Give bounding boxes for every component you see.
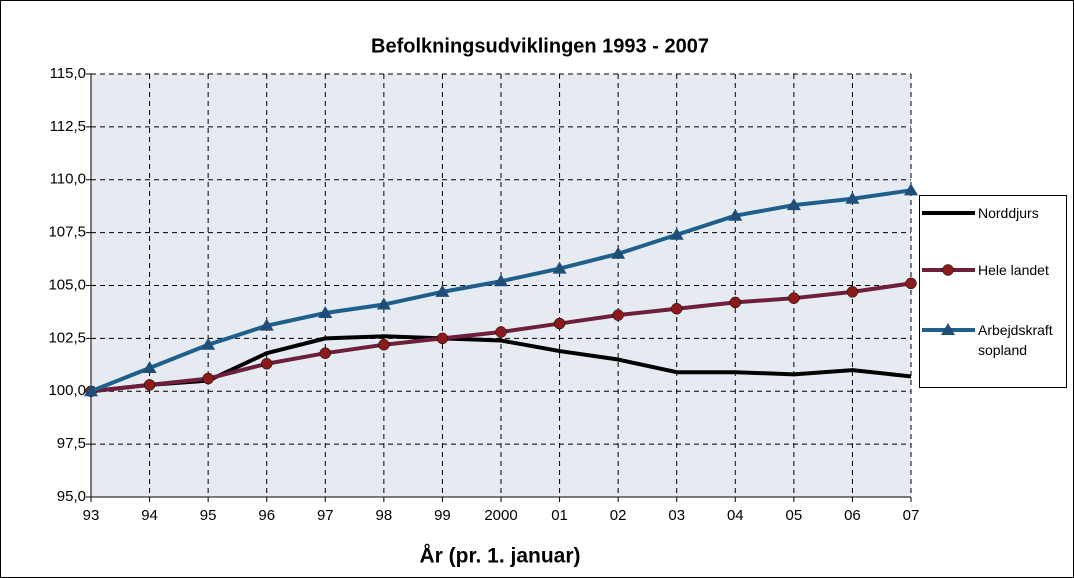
x-tick-label: 2000 <box>484 507 517 524</box>
legend-label: Hele landet <box>978 262 1049 278</box>
data-point <box>495 326 507 338</box>
data-point <box>84 384 98 397</box>
x-tick-label: 02 <box>610 507 627 524</box>
data-point <box>319 347 332 359</box>
y-tick-label: 97,5 <box>57 435 86 452</box>
data-point <box>436 332 449 345</box>
y-tick-label: 107,5 <box>48 224 86 241</box>
x-tick-label: 03 <box>668 507 685 524</box>
x-tick-label: 94 <box>141 507 158 524</box>
chart-title: Befolkningsudviklingen 1993 - 2007 <box>371 35 709 57</box>
data-point <box>318 305 333 318</box>
data-point <box>612 309 624 321</box>
data-point <box>494 274 508 287</box>
x-tick-label: 07 <box>903 507 920 524</box>
x-tick-label: 93 <box>83 507 100 524</box>
data-point <box>553 317 566 330</box>
legend-label: Norddjurs <box>978 205 1039 221</box>
y-tick-label: 110,0 <box>50 171 86 188</box>
data-point <box>142 360 157 373</box>
legend-label-box: Hele landet <box>978 262 1049 278</box>
y-tick-label: 112,5 <box>50 118 86 135</box>
data-point <box>376 297 391 310</box>
x-tick-label: 05 <box>786 507 803 524</box>
data-point <box>143 379 156 391</box>
data-point <box>788 292 800 304</box>
x-tick-label: 01 <box>551 507 568 524</box>
y-tick-label: 105,0 <box>48 276 86 293</box>
x-tick-label: 98 <box>376 507 393 524</box>
x-tick-label: 99 <box>434 507 451 524</box>
legend-box <box>919 195 1067 388</box>
data-point <box>786 198 801 211</box>
data-point <box>845 191 860 204</box>
legend-marker <box>941 323 955 335</box>
x-tick-label: 97 <box>317 507 334 524</box>
data-point <box>611 246 626 259</box>
data-point <box>260 358 273 370</box>
data-point <box>905 277 917 290</box>
y-tick-label: 95,0 <box>57 488 86 505</box>
y-tick-label: 115,0 <box>50 65 86 82</box>
y-tick-label: 102,5 <box>48 329 86 346</box>
x-tick-label: 04 <box>727 507 744 524</box>
data-point <box>728 208 743 221</box>
y-tick-label: 100,0 <box>48 382 86 399</box>
data-point <box>846 286 859 298</box>
data-point <box>729 296 742 309</box>
data-point <box>670 303 683 315</box>
x-tick-label: 06 <box>844 507 861 524</box>
data-point <box>904 183 918 196</box>
x-tick-label: 95 <box>200 507 217 524</box>
data-point <box>259 318 274 331</box>
x-tick-label: 96 <box>258 507 275 524</box>
series-line <box>90 334 912 394</box>
data-point <box>202 372 214 385</box>
legend-label-box: Arbejdskraft sopland <box>978 322 1053 358</box>
data-point <box>669 227 684 240</box>
legend-label-box: Norddjurs <box>978 205 1039 221</box>
x-axis-title: År (pr. 1. januar) <box>419 544 580 568</box>
legend-marker <box>942 264 954 276</box>
data-point <box>552 261 567 274</box>
legend-label: Arbejdskraft sopland <box>978 322 1053 358</box>
data-point <box>201 337 216 350</box>
data-point <box>435 284 450 297</box>
data-point <box>378 338 390 351</box>
